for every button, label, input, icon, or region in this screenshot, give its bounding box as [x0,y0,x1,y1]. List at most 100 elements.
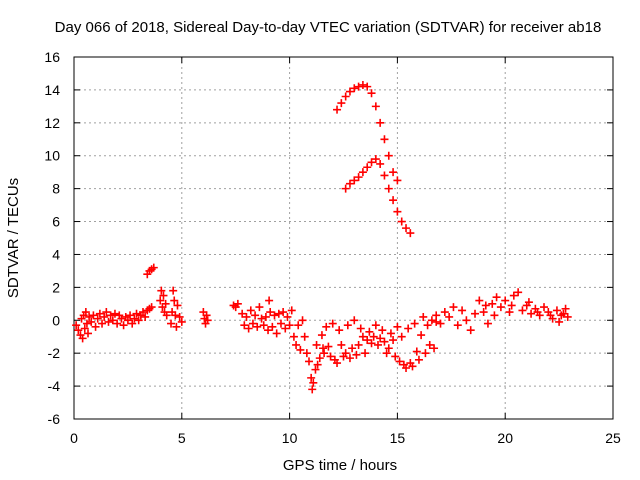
data-point [91,322,100,331]
data-point [345,87,354,96]
data-point [308,385,317,394]
y-tick-label: -4 [48,378,61,394]
y-tick-labels: -6 -4 -2 0 2 4 6 8 10 12 14 16 [44,49,60,427]
data-point [134,316,143,325]
data-point [380,337,389,346]
data-point [356,324,365,333]
data-point [382,349,391,358]
data-point [393,176,402,185]
data-point [322,322,331,331]
data-point [126,311,135,320]
data-point [397,332,406,341]
data-point [328,319,337,328]
data-point [274,309,283,318]
data-point [555,317,564,326]
data-point [161,299,170,308]
x-tick-labels: 0 5 10 15 20 25 [70,430,621,446]
data-point [281,324,290,333]
grid-lines [74,57,613,419]
y-tick-label: 0 [52,312,60,328]
data-point [402,224,411,233]
data-point [365,327,374,336]
data-point [563,312,572,321]
data-point [466,326,475,335]
data-point [358,332,367,341]
data-point [333,359,342,368]
data-point [233,299,242,308]
data-points [72,80,572,394]
data-point [87,317,96,326]
x-tick-label: 5 [178,430,186,446]
data-point [384,184,393,193]
y-tick-label: 12 [44,115,60,131]
data-point [80,324,89,333]
data-point [509,291,518,300]
data-point [270,311,279,320]
data-point [113,319,122,328]
data-point [445,312,454,321]
data-point [389,196,398,205]
data-point [294,321,303,330]
data-point [238,309,247,318]
data-point [350,84,359,93]
data-point [149,263,158,272]
data-point [95,309,104,318]
data-point [371,321,380,330]
data-point [479,308,488,317]
data-point [436,319,445,328]
data-point [98,319,107,328]
data-point [110,309,119,318]
data-point [276,319,285,328]
data-point [453,321,462,330]
data-point [527,309,536,318]
data-point [104,317,113,326]
data-point [312,340,321,349]
data-point [106,311,115,320]
data-point [289,332,298,341]
x-axis-label: GPS time / hours [283,457,397,474]
data-point [89,311,98,320]
data-point [177,317,186,326]
data-point [317,331,326,340]
data-point [307,373,316,382]
data-point [363,336,372,345]
data-point [440,308,449,317]
data-point [376,118,385,127]
data-point [244,324,253,333]
data-point [425,340,434,349]
data-point [72,321,81,330]
data-point [171,311,180,320]
data-point [292,340,301,349]
data-point [423,321,432,330]
x-tick-label: 20 [497,430,513,446]
data-point [471,309,480,318]
data-point [240,321,249,330]
data-point [320,349,329,358]
data-point [514,288,523,297]
data-point [84,329,93,338]
y-tick-label: 2 [52,279,60,295]
x-tick-label: 10 [282,430,298,446]
data-point [93,314,102,323]
data-point [490,311,499,320]
data-point [393,322,402,331]
data-point [533,308,542,317]
data-point [363,163,372,172]
data-point [373,340,382,349]
data-point [393,207,402,216]
data-point [369,332,378,341]
data-point [248,319,257,328]
data-point [132,309,141,318]
data-point [102,308,111,317]
x-tick-label: 15 [390,430,406,446]
data-point [119,321,128,330]
data-point [501,296,510,305]
data-point [253,322,262,331]
data-point [272,329,281,338]
data-point [389,168,398,177]
data-point [378,326,387,335]
data-point [361,349,370,358]
data-point [421,349,430,358]
data-point [345,354,354,363]
